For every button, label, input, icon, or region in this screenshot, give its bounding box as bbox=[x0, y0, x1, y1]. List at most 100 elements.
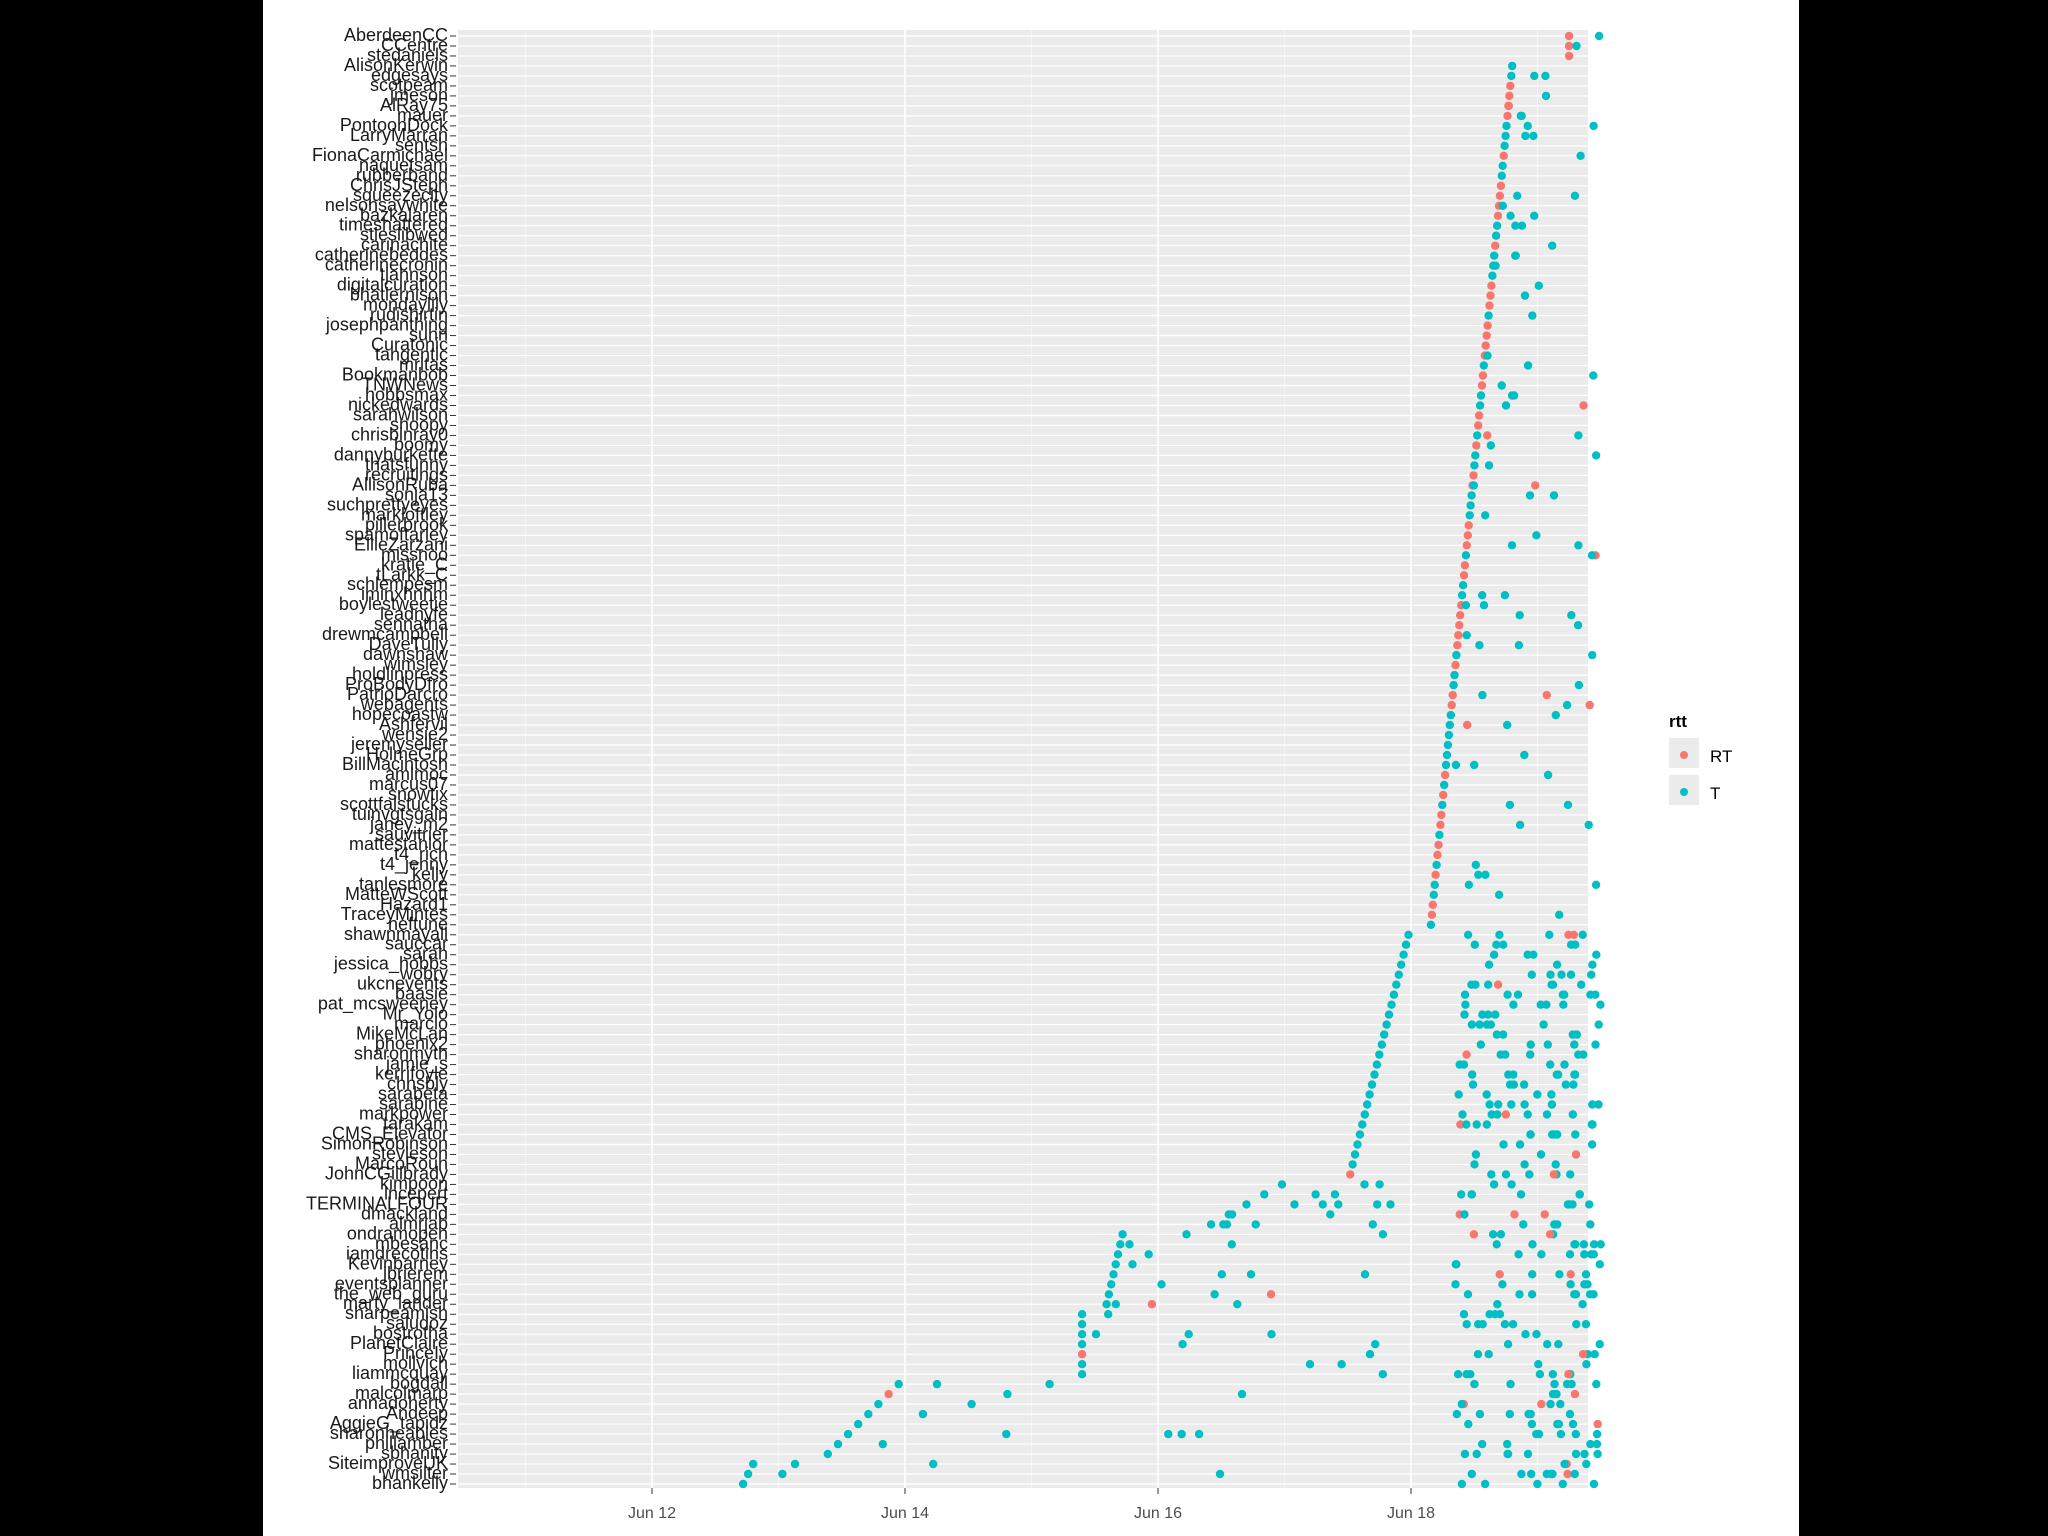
point-t bbox=[1515, 820, 1525, 830]
point-t bbox=[1475, 1020, 1484, 1029]
point-t bbox=[1380, 1030, 1389, 1039]
y-label: TraceyMintes bbox=[341, 904, 448, 924]
point-t bbox=[1580, 1250, 1589, 1259]
point-t bbox=[1237, 1389, 1247, 1399]
point-t bbox=[1499, 1140, 1508, 1149]
y-label: chnsbly bbox=[387, 1074, 448, 1094]
point-rt bbox=[1463, 720, 1472, 730]
point-t bbox=[1506, 1379, 1515, 1389]
point-t bbox=[1570, 1240, 1579, 1249]
point-rt bbox=[1564, 51, 1574, 61]
point-t bbox=[1523, 121, 1532, 131]
y-label: wobry bbox=[399, 964, 448, 984]
y-label: AlisonKerwin bbox=[344, 55, 448, 75]
point-t bbox=[1470, 1160, 1479, 1169]
point-t bbox=[1492, 1240, 1501, 1249]
point-t bbox=[1277, 1180, 1287, 1189]
legend-label-rt: RT bbox=[1710, 747, 1732, 766]
point-t bbox=[1461, 601, 1471, 610]
y-label: sentsh bbox=[395, 135, 448, 155]
y-label: sauvitrier bbox=[375, 824, 448, 844]
y-label: scotpeam bbox=[370, 75, 448, 95]
point-t bbox=[1128, 1260, 1137, 1269]
y-label: SimonRobinson bbox=[321, 1133, 448, 1153]
point-t bbox=[1557, 970, 1566, 979]
y-label: kelly bbox=[412, 864, 448, 884]
point-t bbox=[1511, 221, 1520, 230]
x-tick-label: Jun 12 bbox=[628, 1505, 676, 1522]
y-label: pat_mcsweeney bbox=[318, 994, 448, 1015]
point-t bbox=[1467, 980, 1476, 989]
point-t bbox=[1144, 1250, 1153, 1259]
point-t bbox=[1463, 930, 1473, 939]
point-t bbox=[1593, 1449, 1602, 1459]
point-t bbox=[1508, 61, 1517, 71]
y-label: PontoonDock bbox=[340, 115, 449, 135]
point-rt bbox=[1463, 531, 1473, 540]
y-label: jessica_hobbs bbox=[333, 954, 448, 975]
point-t bbox=[1570, 1070, 1579, 1079]
y-label: sonja13 bbox=[385, 484, 448, 504]
point-t bbox=[1227, 1240, 1236, 1249]
point-rt bbox=[1481, 341, 1490, 350]
point-t bbox=[1077, 1360, 1087, 1369]
point-t bbox=[1517, 221, 1527, 230]
point-t bbox=[1452, 1260, 1461, 1269]
point-rt bbox=[1493, 980, 1503, 989]
point-t bbox=[1452, 650, 1461, 660]
point-t bbox=[1561, 1080, 1571, 1089]
point-t bbox=[1500, 591, 1510, 600]
point-t bbox=[1523, 361, 1533, 370]
point-t bbox=[1482, 1090, 1491, 1099]
point-t bbox=[1588, 1100, 1597, 1109]
point-t bbox=[1576, 151, 1585, 160]
y-label: leadnyfe bbox=[380, 604, 448, 624]
point-t bbox=[1582, 1360, 1591, 1369]
y-label: sharpeamish bbox=[345, 1303, 448, 1323]
point-t bbox=[1389, 990, 1399, 999]
point-rt bbox=[1564, 1370, 1573, 1379]
point-rt bbox=[1431, 870, 1440, 879]
y-label: sarah bbox=[403, 944, 448, 964]
point-rt bbox=[1147, 1300, 1157, 1309]
y-label: bogdall bbox=[390, 1373, 448, 1393]
point-t bbox=[1498, 1280, 1507, 1289]
point-t bbox=[1589, 1250, 1599, 1259]
point-t bbox=[1466, 501, 1475, 510]
point-t bbox=[1481, 511, 1490, 520]
point-t bbox=[1574, 680, 1584, 690]
point-t bbox=[1392, 980, 1401, 989]
point-t bbox=[1571, 1130, 1580, 1139]
point-rt bbox=[1266, 1290, 1276, 1299]
point-t bbox=[1570, 1469, 1579, 1479]
point-t bbox=[1552, 960, 1562, 969]
point-t bbox=[1579, 1240, 1589, 1249]
point-t bbox=[1497, 171, 1507, 180]
y-label: bhankelly bbox=[372, 1473, 448, 1493]
y-label: phoenix2 bbox=[375, 1034, 448, 1054]
y-label: stedaniels bbox=[367, 45, 448, 65]
point-t bbox=[1460, 1449, 1470, 1459]
point-t bbox=[1527, 970, 1537, 979]
point-rt bbox=[1531, 481, 1540, 490]
grid-lines bbox=[458, 30, 1588, 1488]
point-t bbox=[1452, 1409, 1462, 1419]
y-label: nickedwards bbox=[348, 394, 448, 414]
point-t bbox=[1509, 391, 1519, 400]
point-t bbox=[1483, 351, 1492, 360]
point-t bbox=[1454, 1090, 1463, 1099]
y-label: amlmoc bbox=[385, 764, 448, 784]
y-label: LarryMarran bbox=[350, 125, 448, 145]
y-label: TERMINALFOUR bbox=[306, 1193, 448, 1213]
y-label: sauccar bbox=[385, 934, 448, 954]
y-label: tangentic bbox=[375, 345, 448, 365]
point-t bbox=[1451, 760, 1461, 770]
y-label: MikeMcLan bbox=[356, 1024, 448, 1044]
y-label: bhatlernison bbox=[350, 285, 448, 305]
point-t bbox=[1125, 1240, 1134, 1249]
point-t bbox=[1592, 1439, 1602, 1449]
y-label: carinachite bbox=[361, 235, 448, 255]
point-t bbox=[1365, 1090, 1374, 1099]
point-t bbox=[1077, 1330, 1087, 1339]
point-t bbox=[1455, 1060, 1464, 1069]
